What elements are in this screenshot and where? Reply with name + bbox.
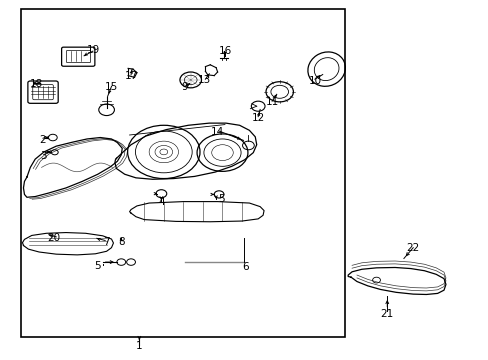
Text: 3: 3 (40, 151, 46, 161)
Text: 5: 5 (94, 261, 101, 271)
Text: 13: 13 (197, 75, 211, 85)
Text: 2: 2 (40, 135, 46, 145)
Text: 21: 21 (380, 309, 393, 319)
Text: 22: 22 (406, 243, 419, 253)
Text: 9: 9 (181, 82, 187, 92)
Text: 14: 14 (210, 127, 224, 138)
Text: 20: 20 (47, 233, 60, 243)
Text: 12: 12 (251, 113, 264, 123)
Text: 15: 15 (104, 82, 118, 92)
Bar (20, 9, 344, 337)
Text: 6: 6 (242, 262, 249, 272)
Text: 4: 4 (158, 197, 164, 207)
Text: 11: 11 (265, 96, 279, 107)
Text: 10: 10 (308, 76, 321, 86)
Text: 19: 19 (87, 45, 101, 55)
Text: 16: 16 (218, 46, 231, 56)
Text: 18: 18 (30, 78, 43, 89)
Text: 17: 17 (124, 71, 138, 81)
Text: 8: 8 (118, 237, 124, 247)
Text: 1: 1 (136, 341, 142, 351)
Text: 7: 7 (103, 237, 110, 247)
Text: 5: 5 (217, 194, 224, 204)
